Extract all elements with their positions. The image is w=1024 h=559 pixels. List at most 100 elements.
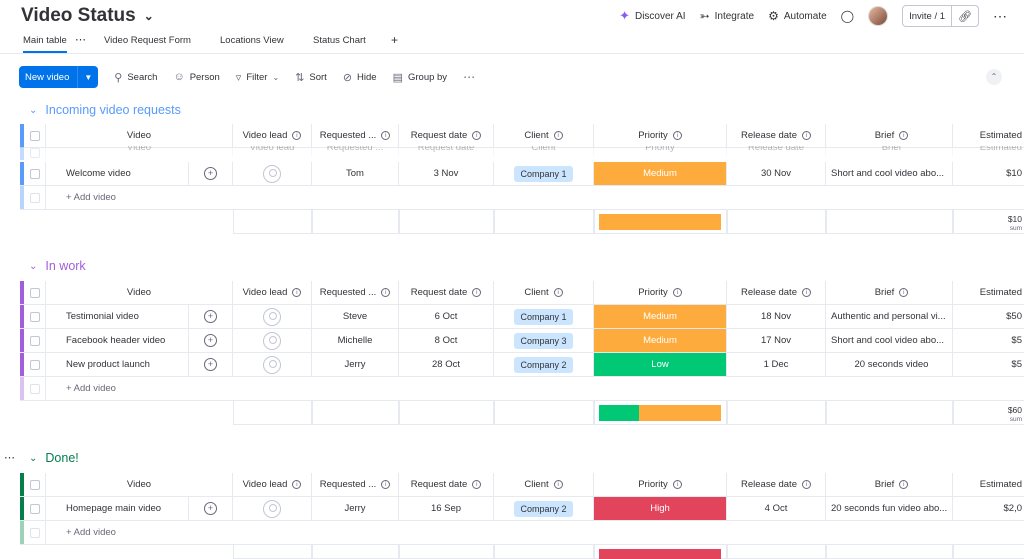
info-icon[interactable]: i [553, 131, 563, 140]
sort-button[interactable]: ⇅ Sort [295, 71, 327, 84]
priority-cell[interactable]: Medium [594, 162, 727, 185]
col-estimated[interactable]: Estimated [979, 287, 1022, 298]
discover-ai-button[interactable]: ✦ Discover AI [619, 8, 685, 24]
search-button[interactable]: ⚲ Search [114, 71, 157, 84]
add-update-button[interactable]: + [189, 353, 233, 376]
link-icon[interactable]: 🔗︎ [958, 10, 972, 23]
requested-cell[interactable]: Jerry [312, 353, 399, 376]
add-item-row[interactable]: + Add video [20, 521, 1024, 545]
chevron-down-icon[interactable]: ⌄ [143, 9, 154, 23]
group-title-incoming[interactable]: ⌄ Incoming video requests [29, 103, 181, 117]
add-update-button[interactable]: + [189, 497, 233, 520]
request-date-cell[interactable]: 6 Oct [399, 305, 494, 328]
release-date-cell[interactable]: 1 Dec [727, 353, 826, 376]
client-cell[interactable]: Company 1 [494, 162, 594, 185]
tab-video-request-form[interactable]: Video Request Form [104, 35, 191, 46]
info-icon[interactable]: i [381, 480, 391, 489]
item-name[interactable]: Homepage main video [46, 497, 189, 520]
person-cell[interactable] [233, 162, 312, 185]
requested-cell[interactable]: Tom [312, 162, 399, 185]
collapse-icon[interactable]: ⌃ [986, 69, 1002, 85]
row-checkbox[interactable] [24, 305, 46, 328]
col-client[interactable]: Client i [494, 473, 594, 496]
add-view-icon[interactable]: + [391, 33, 399, 47]
col-brief[interactable]: Brief i [826, 281, 953, 304]
more-options-icon[interactable]: ⋯ [993, 7, 1008, 24]
table-row[interactable]: Homepage main video + Jerry 16 Sep Compa… [20, 497, 1024, 521]
tab-options-icon[interactable]: ⋯ [75, 34, 86, 46]
priority-cell[interactable]: Medium [594, 305, 727, 328]
chevron-down-icon[interactable]: ▼ [84, 72, 93, 82]
release-date-cell[interactable]: 18 Nov [727, 305, 826, 328]
col-priority[interactable]: Priority i [594, 281, 727, 304]
request-date-cell[interactable]: 28 Oct [399, 353, 494, 376]
priority-summary-bar[interactable] [599, 549, 721, 559]
col-brief[interactable]: Brief i [826, 124, 953, 147]
request-date-cell[interactable]: 8 Oct [399, 329, 494, 352]
info-icon[interactable]: i [472, 288, 482, 297]
item-name[interactable]: New product launch [46, 353, 189, 376]
item-name[interactable]: Facebook header video [46, 329, 189, 352]
avatar[interactable] [868, 6, 889, 26]
col-estimated[interactable]: Estimated [979, 130, 1022, 141]
client-cell[interactable]: Company 2 [494, 497, 594, 520]
col-video[interactable]: Video [46, 473, 233, 496]
release-date-cell[interactable]: 4 Oct [727, 497, 826, 520]
group-title-done[interactable]: ⌄ Done! [29, 451, 79, 465]
col-estimated[interactable]: Estimated [979, 479, 1022, 490]
info-icon[interactable]: i [292, 480, 302, 489]
requested-cell[interactable]: Steve [312, 305, 399, 328]
col-release-date[interactable]: Release date i [727, 124, 826, 147]
chat-icon[interactable]: ◯ [840, 9, 855, 23]
board-title[interactable]: Video Status ⌄ [21, 5, 154, 27]
col-requested[interactable]: Requested ... i [312, 124, 399, 147]
estimated-cell[interactable]: $2,0 [1003, 503, 1023, 514]
col-request-date[interactable]: Request date i [399, 124, 494, 147]
add-item-label[interactable]: + Add video [66, 383, 116, 394]
table-row[interactable]: New product launch + Jerry 28 Oct Compan… [20, 353, 1024, 377]
add-item-row[interactable]: + Add video [20, 186, 1024, 210]
info-icon[interactable]: i [801, 288, 811, 297]
col-video-lead[interactable]: Video lead i [233, 124, 312, 147]
info-icon[interactable]: i [292, 288, 302, 297]
group-by-button[interactable]: ▤ Group by [393, 71, 447, 84]
priority-summary-bar[interactable] [599, 214, 721, 230]
estimated-cell[interactable]: $5 [1011, 359, 1022, 370]
group-options-icon[interactable]: ⋯ [4, 452, 16, 464]
col-release-date[interactable]: Release date i [727, 281, 826, 304]
info-icon[interactable]: i [899, 131, 909, 140]
col-request-date[interactable]: Request date i [399, 473, 494, 496]
priority-cell[interactable]: High [594, 497, 727, 520]
person-filter-button[interactable]: ☺ Person [173, 71, 219, 83]
client-cell[interactable]: Company 3 [494, 329, 594, 352]
info-icon[interactable]: i [899, 288, 909, 297]
info-icon[interactable]: i [801, 131, 811, 140]
row-checkbox[interactable] [24, 329, 46, 352]
col-client[interactable]: Client i [494, 124, 594, 147]
col-video-lead[interactable]: Video lead i [233, 281, 312, 304]
add-item-label[interactable]: + Add video [66, 192, 116, 203]
select-all-checkbox[interactable] [24, 124, 46, 147]
priority-summary-bar[interactable] [599, 405, 721, 421]
priority-cell[interactable]: Low [594, 353, 727, 376]
col-requested[interactable]: Requested ... i [312, 281, 399, 304]
group-title-in-work[interactable]: ⌄ In work [29, 259, 86, 273]
info-icon[interactable]: i [801, 480, 811, 489]
col-requested[interactable]: Requested ... i [312, 473, 399, 496]
info-icon[interactable]: i [381, 131, 391, 140]
item-name[interactable]: Welcome video [46, 162, 189, 185]
tab-locations-view[interactable]: Locations View [220, 35, 284, 46]
col-video[interactable]: Video [46, 124, 233, 147]
chevron-down-icon[interactable]: ⌄ [29, 452, 38, 464]
col-client[interactable]: Client i [494, 281, 594, 304]
select-all-checkbox[interactable] [24, 473, 46, 496]
info-icon[interactable]: i [672, 131, 682, 140]
add-item-row[interactable]: + Add video [20, 377, 1024, 401]
tab-main-table[interactable]: Main table [23, 35, 67, 53]
new-item-button[interactable]: New video ▼ [19, 66, 99, 88]
release-date-cell[interactable]: 30 Nov [727, 162, 826, 185]
hide-button[interactable]: ⊘ Hide [343, 71, 377, 84]
row-checkbox[interactable] [24, 353, 46, 376]
filter-button[interactable]: ▿ Filter ⌄ [236, 71, 279, 84]
release-date-cell[interactable]: 17 Nov [727, 329, 826, 352]
